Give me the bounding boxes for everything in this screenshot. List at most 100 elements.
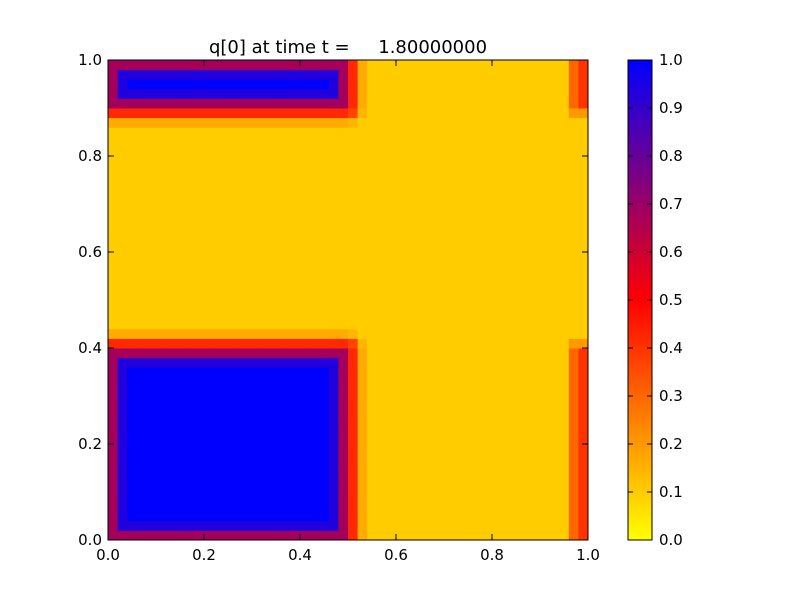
- heatmap-cell: [223, 453, 234, 464]
- heatmap-cell: [520, 108, 531, 119]
- heatmap-cell: [367, 136, 378, 147]
- heatmap-cell: [213, 69, 224, 80]
- heatmap-cell: [453, 309, 464, 320]
- heatmap-cell: [232, 280, 243, 291]
- heatmap-cell: [213, 165, 224, 176]
- heatmap-cell: [175, 146, 186, 157]
- heatmap-cell: [405, 204, 416, 215]
- heatmap-cell: [540, 309, 551, 320]
- heatmap-cell: [242, 396, 253, 407]
- heatmap-cell: [165, 127, 176, 138]
- heatmap-cell: [127, 88, 138, 99]
- heatmap-cell: [396, 396, 407, 407]
- heatmap-cell: [453, 242, 464, 253]
- colorbar-tick-label: 0.5: [659, 291, 683, 309]
- heatmap-cell: [165, 194, 176, 205]
- heatmap-cell: [549, 319, 560, 330]
- heatmap-cell: [549, 117, 560, 128]
- heatmap-cell: [520, 223, 531, 234]
- heatmap-cell: [357, 319, 368, 330]
- heatmap-cell: [578, 280, 589, 291]
- heatmap-cell: [156, 261, 167, 272]
- heatmap-cell: [540, 280, 551, 291]
- heatmap-cell: [300, 472, 311, 483]
- heatmap-cell: [309, 232, 320, 243]
- heatmap-cell: [386, 530, 397, 541]
- heatmap-cell: [213, 88, 224, 99]
- heatmap-cell: [357, 242, 368, 253]
- heatmap-cell: [367, 108, 378, 119]
- y-tick-label: 0.0: [78, 531, 102, 549]
- heatmap-cell: [530, 472, 541, 483]
- heatmap-cell: [156, 213, 167, 224]
- heatmap-cell: [348, 290, 359, 301]
- heatmap-cell: [300, 127, 311, 138]
- heatmap-cell: [492, 444, 503, 455]
- heatmap-cell: [319, 98, 330, 109]
- heatmap-cell: [376, 415, 387, 426]
- heatmap-cell: [300, 117, 311, 128]
- heatmap-cell: [463, 271, 474, 282]
- heatmap-cell: [108, 184, 119, 195]
- heatmap-cell: [156, 453, 167, 464]
- heatmap-cell: [444, 98, 455, 109]
- heatmap-cell: [156, 223, 167, 234]
- heatmap-cell: [232, 492, 243, 503]
- heatmap-cell: [424, 280, 435, 291]
- heatmap-cell: [482, 146, 493, 157]
- heatmap-cell: [348, 223, 359, 234]
- heatmap-cell: [184, 376, 195, 387]
- heatmap-cell: [386, 88, 397, 99]
- heatmap-cell: [568, 424, 579, 435]
- heatmap-cell: [338, 501, 349, 512]
- heatmap-cell: [338, 492, 349, 503]
- heatmap-cell: [376, 338, 387, 349]
- heatmap-cell: [280, 204, 291, 215]
- heatmap-cell: [290, 434, 301, 445]
- heatmap-cell: [578, 376, 589, 387]
- heatmap-cell: [396, 444, 407, 455]
- heatmap-cell: [444, 434, 455, 445]
- heatmap-cell: [252, 156, 263, 167]
- heatmap-cell: [559, 367, 570, 378]
- heatmap-cell: [271, 328, 282, 339]
- heatmap-cell: [386, 252, 397, 263]
- heatmap-cell: [357, 520, 368, 531]
- heatmap-cell: [204, 434, 215, 445]
- heatmap-cell: [578, 136, 589, 147]
- heatmap-cell: [434, 232, 445, 243]
- heatmap-cell: [108, 223, 119, 234]
- heatmap-cell: [348, 252, 359, 263]
- heatmap-cell: [540, 376, 551, 387]
- heatmap-cell: [568, 434, 579, 445]
- heatmap-cell: [300, 319, 311, 330]
- heatmap-cell: [194, 165, 205, 176]
- heatmap-cell: [252, 280, 263, 291]
- heatmap-cell: [261, 520, 272, 531]
- heatmap-cell: [223, 367, 234, 378]
- heatmap-cell: [530, 271, 541, 282]
- heatmap-cell: [492, 79, 503, 90]
- heatmap-cell: [309, 319, 320, 330]
- heatmap-cell: [146, 463, 157, 474]
- heatmap-cell: [357, 117, 368, 128]
- heatmap-cell: [223, 530, 234, 541]
- heatmap-cell: [175, 108, 186, 119]
- heatmap-cell: [434, 213, 445, 224]
- heatmap-cell: [568, 415, 579, 426]
- heatmap-cell: [232, 156, 243, 167]
- heatmap-cell: [108, 501, 119, 512]
- heatmap-cell: [482, 520, 493, 531]
- heatmap-cell: [117, 136, 128, 147]
- heatmap-cell: [568, 367, 579, 378]
- heatmap-cell: [463, 415, 474, 426]
- heatmap-cell: [328, 127, 339, 138]
- heatmap-cell: [367, 156, 378, 167]
- heatmap-cell: [415, 415, 426, 426]
- heatmap-cell: [376, 117, 387, 128]
- heatmap-cell: [261, 223, 272, 234]
- heatmap-cell: [280, 280, 291, 291]
- heatmap-cell: [472, 367, 483, 378]
- heatmap-cell: [165, 319, 176, 330]
- heatmap-cell: [348, 184, 359, 195]
